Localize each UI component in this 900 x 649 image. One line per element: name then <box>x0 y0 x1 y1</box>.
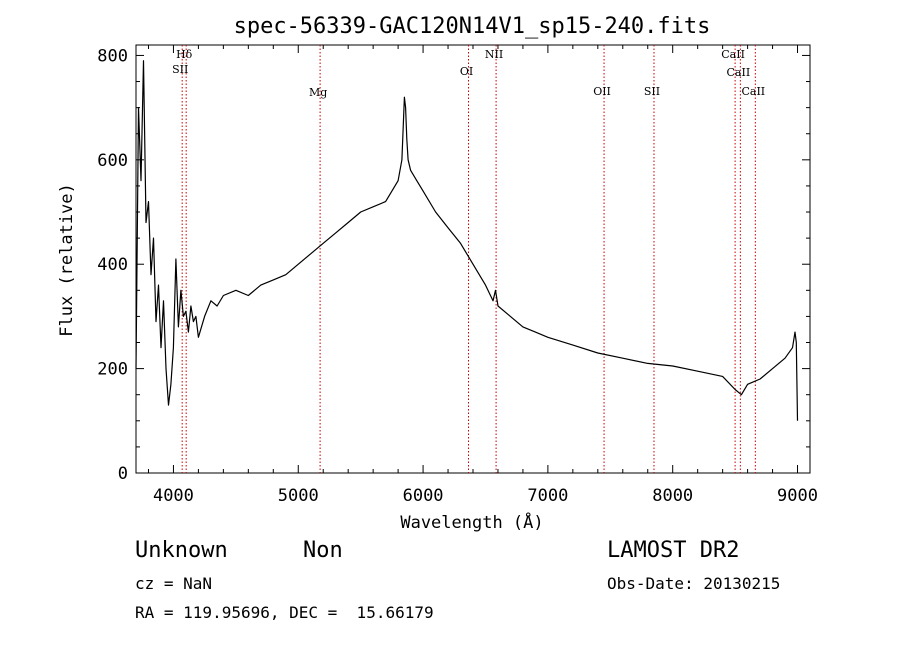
y-tick-label: 600 <box>97 151 128 171</box>
x-tick-label: 9000 <box>777 486 818 506</box>
emission-line-label: NII <box>485 48 503 61</box>
x-tick-label: 8000 <box>652 486 693 506</box>
emission-lines: Hδ SII Mg OI NII OII SII CaII CaII CaII <box>172 45 765 473</box>
emission-line-label: CaII <box>721 48 745 61</box>
y-axis-label: Flux (relative) <box>57 183 77 337</box>
survey-label: LAMOST DR2 <box>607 538 740 563</box>
coordinates-label: RA = 119.95696, DEC = 15.66179 <box>135 603 434 622</box>
emission-line-label: OI <box>460 65 473 78</box>
x-tick-label: 4000 <box>153 486 194 506</box>
emission-line-label: OII <box>593 85 611 98</box>
subclass-label: Non <box>303 538 343 563</box>
emission-line-label: Hδ <box>176 48 193 61</box>
emission-line-label: CaII <box>741 85 765 98</box>
obs-date-label: Obs-Date: 20130215 <box>607 574 781 593</box>
x-ticks: 4000 5000 6000 7000 8000 9000 <box>147 45 818 506</box>
series-group <box>135 60 799 421</box>
emission-line-label: Mg <box>309 86 327 99</box>
y-tick-label: 400 <box>97 255 128 275</box>
y-tick-label: 0 <box>118 464 128 484</box>
y-tick-label: 800 <box>97 46 128 66</box>
class-label: Unknown <box>135 538 228 563</box>
plot-frame <box>135 44 811 474</box>
chart-title: spec-56339-GAC120N14V1_sp15-240.fits <box>234 14 711 39</box>
cz-label: cz = NaN <box>135 574 213 593</box>
x-axis-label: Wavelength (Å) <box>400 511 543 533</box>
x-tick-label: 5000 <box>278 486 319 506</box>
x-tick-label: 7000 <box>527 486 568 506</box>
spectrum-line <box>135 60 799 421</box>
emission-line-label: CaII <box>727 66 751 79</box>
y-ticks: 0 200 400 600 800 <box>97 46 810 484</box>
x-tick-label: 6000 <box>403 486 444 506</box>
y-tick-label: 200 <box>97 360 128 380</box>
emission-line-label: SII <box>644 85 660 98</box>
emission-line-label: SII <box>172 63 188 76</box>
